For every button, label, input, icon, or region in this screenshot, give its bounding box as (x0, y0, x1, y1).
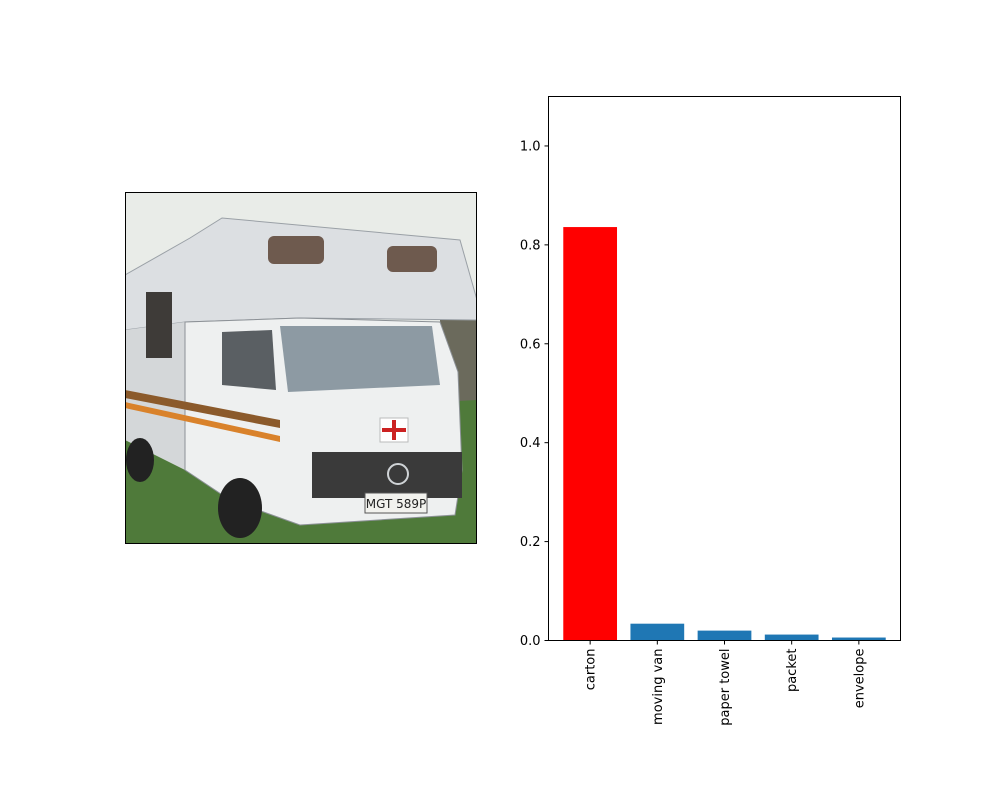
photo-license-plate (364, 492, 428, 514)
x-tick-label: moving van (651, 649, 666, 725)
photo-roof-window-left (268, 236, 324, 264)
x-tick-label: carton (584, 649, 599, 691)
bar-chart: 0.0 0.2 0.4 0.6 0.8 1.0 carton moving van paper… (520, 96, 901, 726)
y-tick-label: 0.2 (520, 535, 541, 550)
photo-emblem (387, 463, 409, 485)
bar-paper-towel (697, 630, 752, 641)
photo-roof-window-right (387, 246, 437, 272)
photo-cross-horizontal (382, 428, 406, 432)
photo-windscreen (280, 326, 440, 392)
photo-front-wheel (218, 478, 262, 538)
x-tick-label: paper towel (718, 649, 733, 726)
photo-rear-wheel (126, 438, 154, 482)
x-axis: carton moving van paper towel packet envelop… (584, 640, 867, 726)
x-tick-label: packet (785, 649, 800, 693)
photo-stripe-brown (125, 390, 280, 428)
y-tick-label: 0.6 (520, 337, 541, 352)
photo-side-window (146, 292, 172, 358)
plot-frame (548, 96, 901, 641)
bar-envelope (831, 637, 886, 641)
bar-packet (764, 634, 819, 641)
bar-carton (563, 227, 618, 641)
y-tick-label: 1.0 (520, 139, 541, 154)
bar-moving-van (630, 623, 685, 641)
input-image: MGT 589P (125, 192, 477, 544)
y-axis: 0.0 0.2 0.4 0.6 0.8 1.0 (520, 139, 549, 649)
x-tick-label: envelope (852, 649, 867, 709)
photo-door-window (222, 330, 276, 390)
y-tick-label: 0.4 (520, 436, 541, 451)
photo-plate-text: MGT 589P (366, 497, 427, 511)
y-tick-label: 0.0 (520, 634, 541, 649)
photo-frame (125, 192, 477, 544)
photo-grille (312, 452, 462, 498)
y-tick-label: 0.8 (520, 238, 541, 253)
bars-group (563, 227, 886, 641)
photo-stripe-orange (125, 402, 280, 442)
